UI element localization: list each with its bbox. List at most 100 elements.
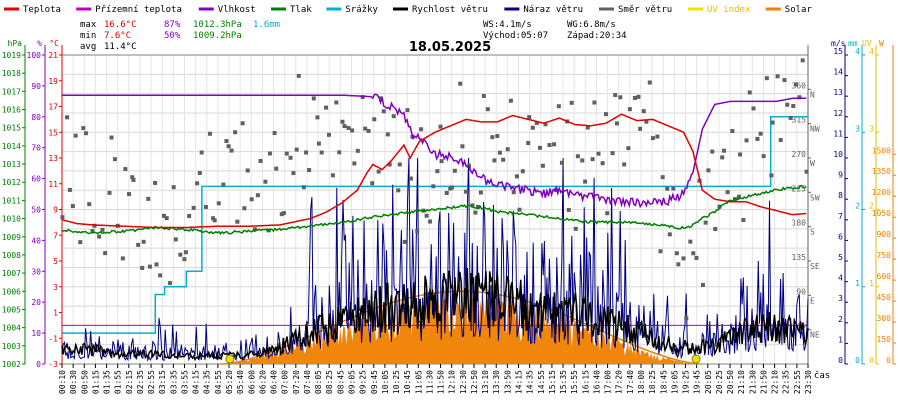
- x-tick-label: 17:40: [626, 370, 635, 394]
- wind-dir-point: [720, 155, 725, 160]
- wind-dir-point: [87, 202, 92, 207]
- wind-dir-point: [408, 176, 413, 181]
- axis-ticklabel-pressure: 1004: [2, 324, 21, 333]
- axis-ticklabel2-wind_dir: SW: [810, 193, 820, 202]
- wind-dir-point: [583, 179, 588, 184]
- wind-dir-point: [665, 186, 670, 191]
- axis-ticklabel-wind_speed: 11: [833, 129, 843, 138]
- x-tick-label: 06:20: [258, 370, 267, 394]
- axis-ticklabel-pressure: 1007: [2, 269, 21, 278]
- axis-ticklabel-humidity: 30: [31, 267, 41, 276]
- axis-ticklabel-humidity: 80: [31, 113, 41, 122]
- axis-ticklabel-wind_speed: 0: [838, 356, 843, 365]
- axis-unit-uv: UV: [862, 39, 872, 48]
- wind-dir-point: [319, 150, 324, 155]
- wind-dir-point: [154, 262, 159, 267]
- wind-dir-point: [725, 190, 730, 195]
- wind-dir-point: [340, 119, 345, 124]
- axis-ticklabel-humidity: 10: [31, 329, 41, 338]
- axis-ticklabel-temperature: 3: [53, 283, 58, 292]
- wind-dir-point: [274, 166, 279, 171]
- uv-point-0: [225, 354, 235, 364]
- legend-label-9: Solar: [785, 5, 813, 15]
- axis-ticklabel2-wind_dir: NE: [810, 331, 820, 340]
- stat-rain: 1.6mm: [253, 20, 280, 30]
- wind-dir-point: [90, 229, 95, 234]
- wind-dir-point: [747, 90, 752, 95]
- wind-dir-point: [481, 93, 486, 98]
- wind-dir-point: [263, 179, 268, 184]
- wind-dir-point: [485, 107, 490, 112]
- wind-dir-point: [791, 104, 796, 109]
- axis-ticklabel-pressure: 1003: [2, 342, 21, 351]
- wind-dir-point: [610, 151, 615, 156]
- x-tick-label: 13:50: [503, 370, 512, 394]
- wind-dir-point: [226, 144, 231, 149]
- wind-dir-point: [140, 265, 145, 270]
- x-tick-label: 14:55: [537, 370, 546, 394]
- wind-dir-point: [112, 157, 117, 162]
- wind-dir-point: [627, 107, 632, 112]
- wind-dir-point: [311, 96, 316, 101]
- wind-dir-point: [370, 181, 375, 186]
- axis-ticklabel-solar: 300: [877, 314, 892, 323]
- axis-ticklabel-uv: 4: [869, 47, 874, 56]
- wind-dir-point: [744, 138, 749, 143]
- axis-ticklabel-solar: 1500: [872, 146, 891, 155]
- wind-dir-point: [168, 281, 173, 286]
- axis-ticklabel-wind_dir: 135: [792, 253, 807, 262]
- wind-dir-point: [199, 150, 204, 155]
- wind-dir-point: [788, 115, 793, 120]
- axis-unit-pressure: hPa: [8, 39, 23, 48]
- wind-dir-point: [676, 262, 681, 267]
- wind-dir-point: [249, 197, 254, 202]
- wind-dir-point: [691, 251, 696, 256]
- axis-ticklabel-rain: 2: [855, 202, 860, 211]
- legend-label-6: Náraz větru: [523, 5, 583, 15]
- wind-dir-point: [614, 121, 619, 126]
- wind-dir-point: [173, 237, 178, 242]
- axis-ticklabel-wind_dir: 180: [792, 219, 807, 228]
- wind-speed-line: [61, 267, 809, 362]
- wind-dir-point: [431, 184, 436, 189]
- stat-max-hum: 87%: [164, 20, 181, 30]
- wind-dir-point: [556, 104, 561, 109]
- x-axis-label: čas: [814, 370, 830, 381]
- wind-dir-point: [526, 141, 531, 146]
- wind-dir-point: [342, 124, 347, 129]
- wind-dir-point: [229, 148, 234, 153]
- wind-dir-point: [755, 136, 760, 141]
- wind-dir-point: [458, 81, 463, 86]
- x-tick-label: 04:55: [214, 370, 223, 394]
- axis-ticklabel-humidity: 40: [31, 236, 41, 245]
- x-tick-label: 02:15: [125, 370, 134, 394]
- axis-ticklabel-humidity: 20: [31, 298, 41, 307]
- wind-dir-point: [435, 169, 440, 174]
- wind-dir-point: [495, 134, 500, 139]
- wind-dir-point: [187, 213, 192, 218]
- wind-dir-point: [761, 154, 766, 159]
- axis-ticklabel-pressure: 1008: [2, 251, 21, 260]
- axis-ticklabel-solar: 0: [886, 356, 891, 365]
- axis-ticklabel-rain: 1: [855, 279, 860, 288]
- wind-dir-point: [279, 212, 284, 217]
- wind-dir-point: [396, 188, 401, 193]
- axis-ticklabel-pressure: 1010: [2, 215, 21, 224]
- wind-dir-point: [632, 95, 637, 100]
- wind-dir-point: [566, 207, 571, 212]
- legend-label-4: Srážky: [345, 5, 378, 15]
- wind-dir-point: [272, 131, 277, 136]
- wind-dir-point: [800, 58, 805, 63]
- axis-ticklabel-temperature: 19: [48, 77, 58, 86]
- axis-ticklabel-wind_speed: 10: [833, 150, 843, 159]
- wind-dir-point: [352, 161, 357, 166]
- axis-ticklabel-temperature: 15: [48, 128, 58, 137]
- wind-dir-point: [517, 207, 522, 212]
- wind-dir-point: [284, 151, 289, 156]
- wind-dir-point: [778, 138, 783, 143]
- wind-dir-point: [235, 219, 240, 224]
- wind-dir-point: [505, 147, 510, 152]
- wind-wg: WG:6.8m/s: [567, 20, 616, 30]
- wind-dir-point: [438, 124, 443, 129]
